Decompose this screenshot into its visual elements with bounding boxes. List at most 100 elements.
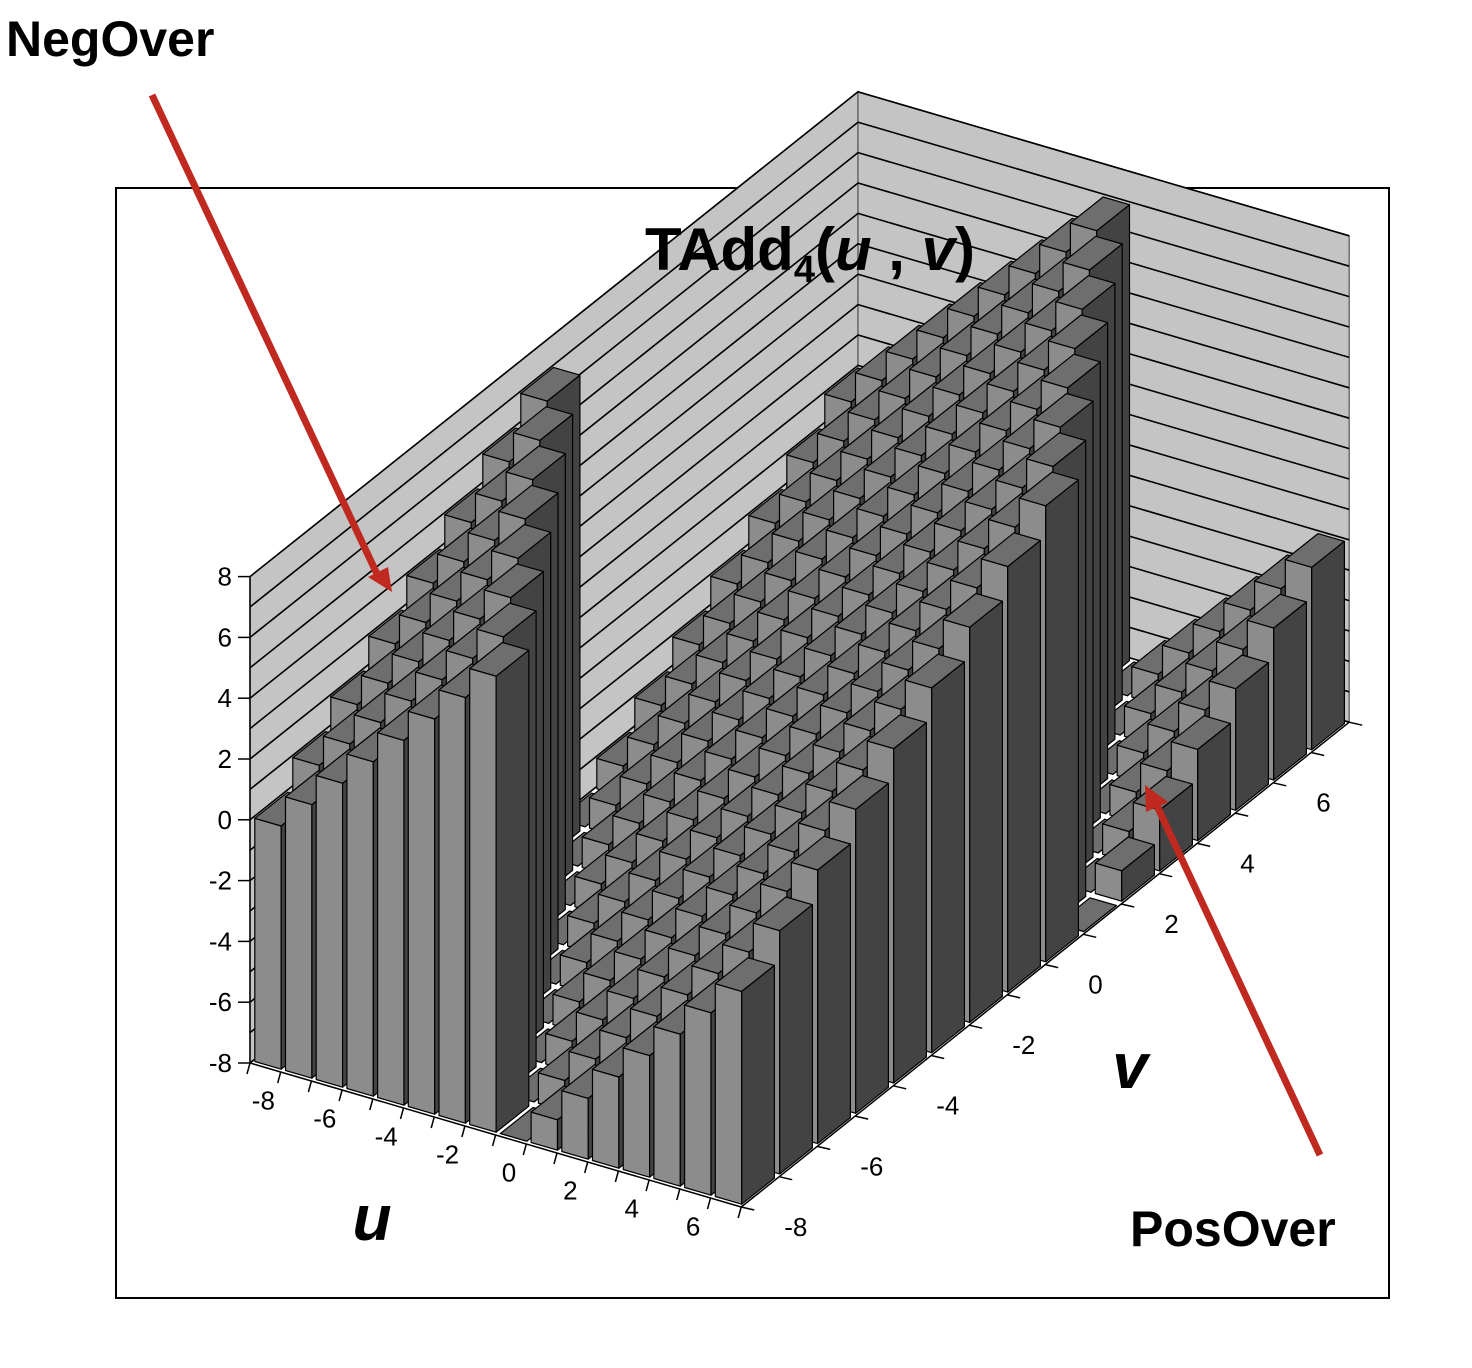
posover-label: PosOver	[1130, 1201, 1336, 1257]
gridline	[249, 151, 1350, 639]
bar	[1094, 836, 1156, 902]
bar-top-face	[1033, 392, 1094, 428]
v-tick-mark	[1349, 721, 1363, 726]
v-tick-mark	[1045, 963, 1059, 969]
bar	[714, 957, 776, 1205]
u-tick-mark	[369, 1098, 374, 1111]
bar-top-face	[790, 835, 852, 871]
bar-side-face	[1311, 540, 1346, 751]
bar-top-face	[1062, 235, 1123, 271]
chart-bars	[254, 196, 1346, 1205]
u-tick-label: -6	[313, 1104, 336, 1134]
gridline	[249, 182, 1350, 669]
v-tick-label: 2	[1164, 909, 1178, 939]
v-tick-mark	[1083, 933, 1097, 939]
bar-top-face	[1170, 715, 1232, 751]
bar-top-face	[1055, 275, 1116, 310]
bar-top-face	[469, 641, 530, 677]
z-tick-label: -6	[209, 987, 232, 1017]
bar-top-face	[980, 532, 1042, 568]
v-tick-mark	[817, 1145, 831, 1151]
v-tick-label: -4	[936, 1091, 959, 1121]
v-tick-mark	[1273, 782, 1287, 787]
bar-top-face	[714, 957, 776, 993]
bar-top-face	[828, 774, 890, 810]
bar-side-face	[495, 649, 530, 1133]
u-tick-label: 4	[625, 1194, 639, 1224]
u-tick-mark	[614, 1170, 620, 1183]
bar-side-face	[969, 600, 1004, 1024]
v-tick-mark	[741, 1206, 755, 1211]
z-tick-label: 4	[218, 683, 232, 713]
u-tick-label: 6	[686, 1212, 700, 1242]
z-tick-label: 6	[218, 622, 232, 652]
bar-top-face	[1094, 836, 1156, 872]
bar-front-face	[653, 1025, 681, 1187]
bar-top-face	[942, 592, 1004, 628]
v-tick-mark	[1311, 751, 1325, 757]
bar-top-face	[512, 406, 574, 441]
bar-top-face	[476, 602, 537, 638]
bar-front-face	[284, 796, 313, 1079]
z-tick-label: 8	[218, 562, 232, 592]
u-tick-mark	[737, 1206, 742, 1219]
bar-top-face	[1040, 353, 1101, 389]
v-tick-mark	[969, 1024, 983, 1029]
bar-top-face	[904, 653, 966, 689]
v-tick-mark	[779, 1175, 793, 1181]
bar-side-face	[1045, 479, 1080, 963]
bar-top-face	[1208, 654, 1270, 690]
u-axis-title: u	[352, 1182, 391, 1254]
bar-top-face	[1284, 532, 1346, 568]
bar-front-face	[622, 1047, 651, 1178]
chart-title: TAdd4(u , v)	[645, 216, 975, 291]
bar-side-face	[817, 843, 852, 1145]
v-tick-mark	[893, 1085, 907, 1090]
gridline	[249, 90, 1350, 578]
bar-top-face	[491, 523, 552, 559]
u-tick-mark	[645, 1179, 650, 1192]
v-tick-mark	[855, 1115, 869, 1120]
v-tick-label: 0	[1088, 969, 1102, 999]
bar-top-face	[498, 484, 559, 520]
bar-front-face	[377, 732, 405, 1106]
u-tick-mark	[461, 1125, 466, 1138]
bar-top-face	[1069, 196, 1131, 232]
bar-top-face	[752, 896, 814, 932]
bar-top-face	[1047, 314, 1109, 350]
u-tick-mark	[583, 1161, 589, 1174]
bar-top-face	[866, 714, 928, 750]
bar-top-face	[1246, 593, 1308, 629]
v-tick-mark	[1121, 903, 1135, 908]
bar-top-face	[520, 366, 581, 402]
v-tick-mark	[1235, 812, 1249, 817]
bar-front-face	[561, 1090, 589, 1160]
v-tick-label: 4	[1240, 848, 1254, 878]
posover-arrow	[1153, 804, 1324, 1157]
bar-front-face	[683, 1004, 712, 1196]
z-tick-label: -8	[209, 1048, 232, 1078]
bar-front-face	[438, 689, 466, 1124]
u-tick-mark	[491, 1134, 497, 1147]
bar-side-face	[1007, 539, 1042, 993]
u-tick-mark	[246, 1062, 251, 1075]
u-tick-mark	[676, 1188, 681, 1201]
z-tick-label: -4	[209, 926, 232, 956]
u-tick-mark	[430, 1116, 435, 1129]
bar-top-face	[1018, 471, 1080, 507]
z-tick-label: 0	[218, 805, 232, 835]
v-tick-mark	[931, 1054, 945, 1060]
posover-arrow-head	[1145, 785, 1168, 812]
z-tick-label: -2	[209, 866, 232, 896]
negover-arrow-head	[368, 567, 392, 592]
bar-side-face	[779, 904, 814, 1175]
v-axis-title: v	[1112, 1030, 1151, 1102]
u-tick-mark	[553, 1152, 558, 1165]
v-tick-label: -6	[860, 1151, 883, 1181]
gridline	[249, 121, 1350, 608]
u-tick-label: 2	[563, 1176, 577, 1206]
bar-top-face	[1025, 432, 1087, 468]
u-tick-mark	[706, 1197, 712, 1210]
v-tick-label: -8	[784, 1212, 807, 1242]
bar-front-face	[346, 753, 374, 1097]
